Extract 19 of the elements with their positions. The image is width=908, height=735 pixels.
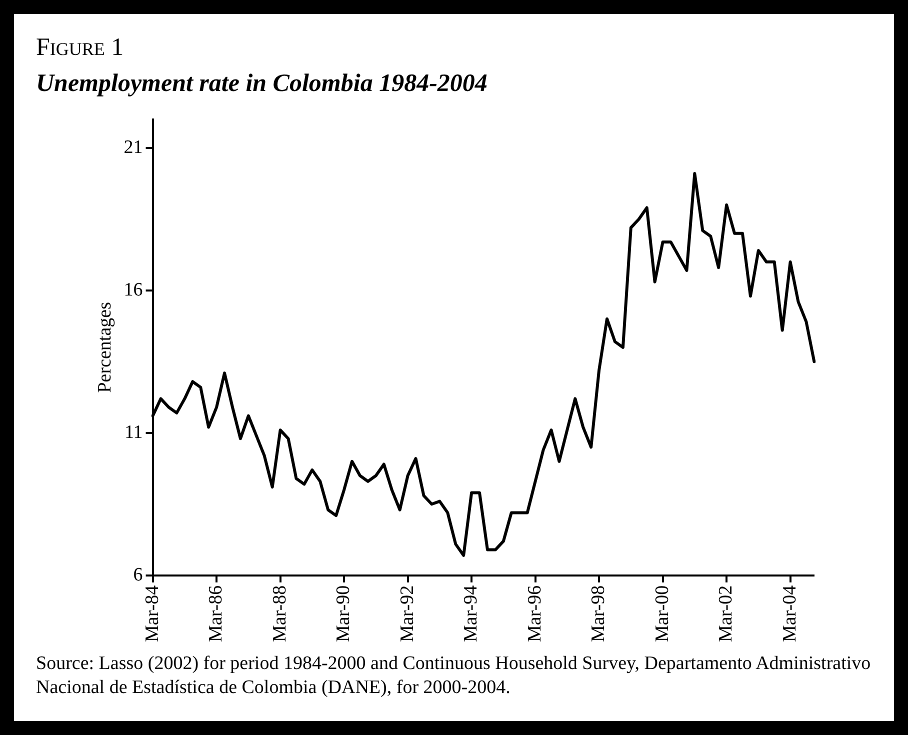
x-tick-label: Mar-90 (333, 585, 354, 642)
y-tick-label: 16 (124, 279, 143, 300)
y-tick-label: 6 (133, 564, 143, 586)
x-tick-label: Mar-96 (524, 585, 546, 642)
source-note: Source: Lasso (2002) for period 1984-2000 and Continuous Household Survey, Departamento Administrativo Nacional de Estadística de Colombia (DANE), for 2000-2004. (36, 652, 872, 700)
x-tick-label: Mar-94 (460, 584, 482, 642)
x-tick-label: Mar-98 (588, 585, 610, 642)
x-tick-label: Mar-86 (206, 585, 227, 642)
x-tick-label: Mar-02 (716, 585, 737, 642)
y-axis-title: Percentages (94, 302, 116, 393)
x-tick-label: Mar-88 (269, 585, 290, 642)
x-tick-label: Mar-92 (396, 585, 418, 642)
chart-subtitle: Unemployment rate in Colombia 1984-2004 (36, 70, 488, 98)
x-tick-label: Mar-00 (652, 585, 673, 642)
y-tick-label: 11 (124, 422, 143, 443)
x-tick-label: Mar-04 (779, 584, 800, 642)
x-tick-label: Mar-84 (142, 584, 163, 642)
chart-title: Figure 1 (36, 34, 124, 62)
y-tick-label: 21 (124, 136, 143, 158)
